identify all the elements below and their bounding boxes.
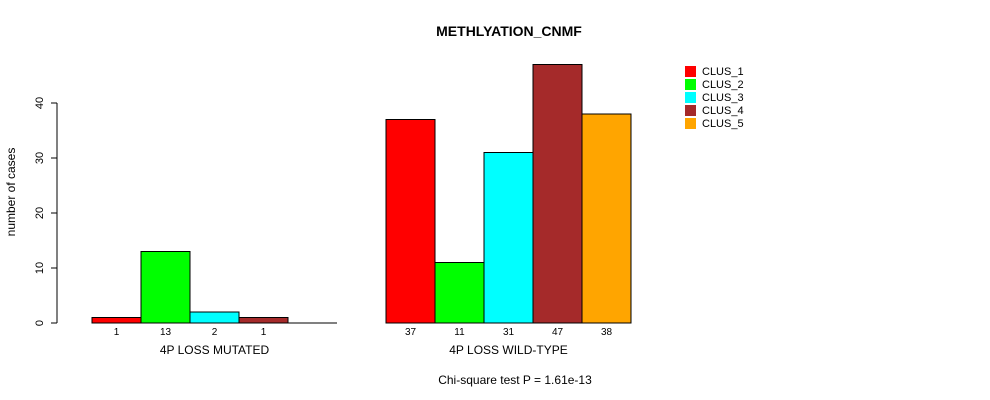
y-tick-label: 40 (34, 97, 46, 109)
group-label: 4P LOSS MUTATED (160, 343, 270, 357)
bar-clus-1 (385, 119, 436, 324)
y-axis-label: number of cases (4, 148, 18, 237)
legend-label: CLUS_1 (702, 66, 744, 78)
legend-swatch (685, 66, 696, 77)
legend-label: CLUS_2 (702, 79, 744, 91)
bar-count-label: 13 (160, 327, 172, 338)
legend-item: CLUS_2 (685, 79, 744, 91)
y-tick-label: 10 (34, 262, 46, 274)
legend-item: CLUS_1 (685, 66, 744, 78)
bar-count-label: 31 (503, 327, 515, 338)
legend-swatch (685, 92, 696, 103)
chi-square-footnote: Chi-square test P = 1.61e-13 (438, 373, 592, 387)
legend-label: CLUS_4 (702, 105, 744, 117)
legend-label: CLUS_3 (702, 92, 744, 104)
y-tick-label: 0 (34, 320, 46, 326)
bar-count-label: 1 (261, 327, 267, 338)
bar-clus-3 (483, 152, 534, 324)
bar-clus-3 (189, 311, 240, 324)
legend-item: CLUS_4 (685, 105, 744, 117)
bar-clus-1 (91, 317, 142, 324)
bar-group: 37 11 31 47 38 4P LOSS WILD-TYPE (385, 64, 632, 357)
bar-count-label: 11 (454, 327, 465, 338)
legend-item: CLUS_5 (685, 118, 744, 130)
legend-swatch (685, 105, 696, 116)
bar-groups: 1 13 2 1 4P LOSS MUTATED 37 11 31 47 38 4P LOSS WI… (91, 64, 632, 357)
bar-count-label: 37 (405, 327, 417, 338)
bar-clus-5 (581, 113, 632, 324)
legend-swatch (685, 118, 696, 129)
y-tick-label: 20 (34, 207, 46, 219)
legend-item: CLUS_3 (685, 92, 744, 104)
bar-count-label: 2 (212, 327, 218, 338)
bar-clus-2 (434, 262, 485, 324)
bar-count-label: 1 (114, 327, 120, 338)
chart-title: METHLYATION_CNMF (436, 23, 582, 39)
legend-swatch (685, 79, 696, 90)
bar-group: 1 13 2 1 4P LOSS MUTATED (91, 251, 337, 357)
legend-label: CLUS_5 (702, 118, 744, 130)
y-tick-label: 30 (34, 152, 46, 164)
group-label: 4P LOSS WILD-TYPE (449, 343, 567, 357)
bar-clus-2 (140, 251, 191, 324)
bar-clus-4 (532, 64, 583, 324)
bar-count-label: 38 (601, 327, 613, 338)
bar-clus-4 (238, 317, 289, 324)
bar-count-label: 47 (552, 327, 564, 338)
y-axis: 0 10 20 30 40 (34, 97, 58, 326)
